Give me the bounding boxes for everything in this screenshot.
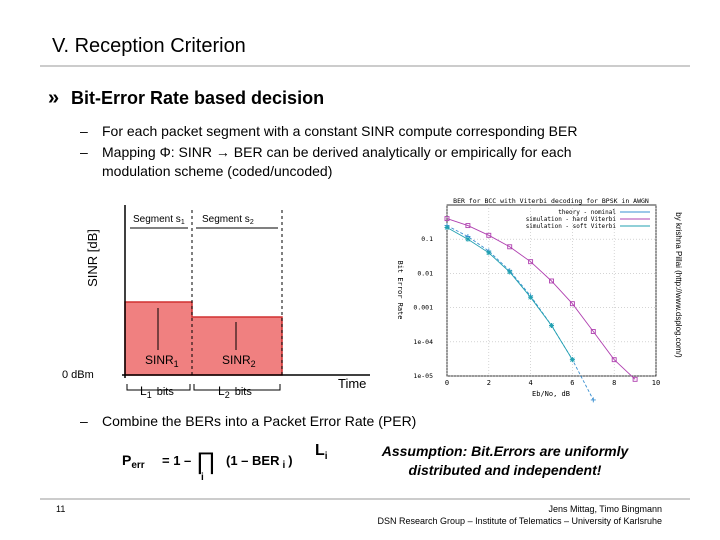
y-tick-label: 0.01 <box>417 269 433 277</box>
dash: – <box>80 144 88 160</box>
series-line <box>446 218 636 380</box>
point <box>549 322 554 328</box>
bullet-marker: » <box>48 87 59 109</box>
x-tick-label: 8 <box>612 379 616 387</box>
point <box>486 250 492 256</box>
subbullet: Mapping Φ: SINR → BER can be derived ana… <box>102 144 571 160</box>
point <box>569 301 575 307</box>
footer-group: DSN Research Group – Institute of Telema… <box>378 516 662 526</box>
sinr-label: SINR2 <box>222 353 256 369</box>
dash: – <box>80 123 88 139</box>
length-bracket <box>126 384 281 391</box>
point <box>486 232 492 238</box>
y-axis-label: Bit Error Rate <box>396 260 404 319</box>
subbullet: Combine the BERs into a Packet Error Rat… <box>102 413 416 429</box>
chart-title: BER for BCC with Viterbi decoding for BP… <box>453 197 649 205</box>
point <box>465 223 471 229</box>
point <box>590 329 596 334</box>
length-label: L2 bits <box>218 384 252 400</box>
formula-eq: = 1 – <box>162 453 191 468</box>
formula-prod: ∏ <box>196 448 216 475</box>
assumption: distributed and independent! <box>409 462 602 478</box>
formula: Perr = 1 – ∏ i (1 – BER i) Li <box>122 442 328 483</box>
legend-label: simulation - hard Viterbi <box>526 216 617 223</box>
formula-exp: Li <box>315 442 328 462</box>
length-label: L1 bits <box>140 384 174 400</box>
x-tick-label: 6 <box>570 379 574 387</box>
bullet: Bit-Error Rate based decision <box>71 88 324 108</box>
credit: by krishna Pillai (http://www.dsplog.com… <box>674 212 683 358</box>
point <box>611 357 617 363</box>
point <box>465 236 471 242</box>
point <box>590 397 596 403</box>
point <box>444 216 450 222</box>
legend-label: simulation - soft Viterbi <box>526 223 617 230</box>
sinr-label: SINR1 <box>145 353 179 369</box>
x-tick-label: 10 <box>652 379 660 387</box>
subbullet: modulation scheme (coded/uncoded) <box>102 163 332 179</box>
segment-label: Segment s2 <box>202 214 254 226</box>
slide-title: V. Reception Criterion <box>52 35 246 57</box>
point <box>569 357 575 363</box>
point <box>444 224 450 230</box>
point <box>528 259 534 265</box>
formula-p: Perr <box>122 452 145 471</box>
point <box>632 376 638 382</box>
x-tick-label: 4 <box>528 379 532 387</box>
formula-term: (1 – BER i) <box>226 453 293 471</box>
sinr-diagram: SINR [dB] 0 dBm Time Segment s1 Segment … <box>62 205 370 400</box>
page-number: 11 <box>56 504 65 514</box>
formula-prod-sub: i <box>201 472 204 483</box>
y-tick-label: 0.001 <box>413 304 433 312</box>
segment-label: Segment s1 <box>133 214 185 226</box>
y-tick-label: 1e-04 <box>413 338 433 346</box>
y-axis-label: SINR [dB] <box>85 229 100 287</box>
x-tick-label: 0 <box>445 379 449 387</box>
subbullet: For each packet segment with a constant … <box>102 123 577 139</box>
point <box>528 294 534 300</box>
ber-chart: BER for BCC with Viterbi decoding for BP… <box>396 197 683 403</box>
footer-authors: Jens Mittag, Timo Bingmann <box>548 504 662 514</box>
plot-frame <box>446 204 657 377</box>
time-label: Time <box>338 376 366 391</box>
point <box>549 278 554 284</box>
x-axis-label: Eb/No, dB <box>532 390 570 398</box>
dash: – <box>80 413 88 429</box>
point <box>507 244 513 250</box>
legend-label: theory - nominal <box>558 209 616 216</box>
assumption: Assumption: Bit.Errors are uniformly <box>381 443 630 459</box>
y-tick-label: 0.1 <box>421 235 433 243</box>
point <box>507 269 513 275</box>
y-tick-label: 1e-05 <box>413 372 433 380</box>
zero-label: 0 dBm <box>62 369 94 381</box>
x-tick-label: 2 <box>487 379 491 387</box>
